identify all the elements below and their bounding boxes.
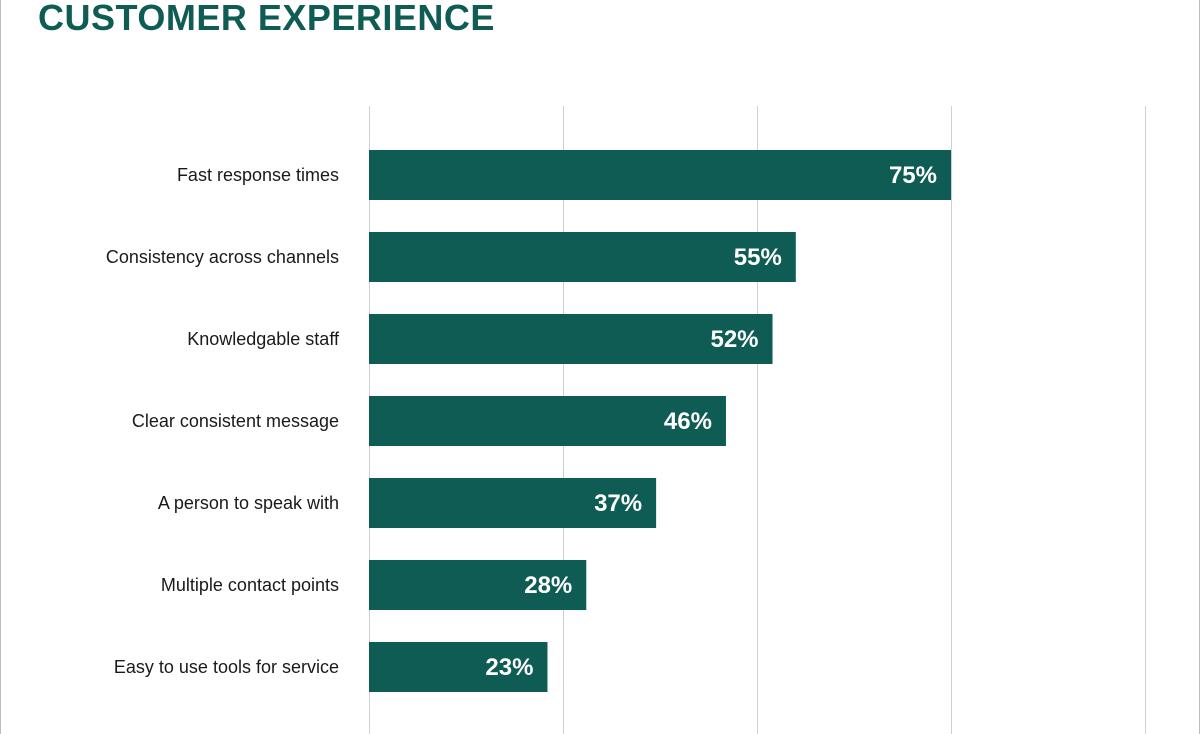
bar-clear-consistent-message xyxy=(369,396,726,446)
bar-layer xyxy=(369,150,951,692)
value-label-knowledgable-staff: 52% xyxy=(710,326,758,353)
value-label-consistency-across-channels: 55% xyxy=(734,244,782,271)
label-layer: 75% Fast response times 55% Consistency acr… xyxy=(106,162,937,681)
value-label-clear-consistent-message: 46% xyxy=(664,408,712,435)
bar-consistency-across-channels xyxy=(369,232,796,282)
bar-multiple-contact-points xyxy=(369,560,587,610)
category-label-multiple-contact-points: Multiple contact points xyxy=(161,575,339,595)
bar-knowledgable-staff xyxy=(369,314,773,364)
value-label-a-person-to-speak-with: 37% xyxy=(594,490,642,517)
value-label-fast-response-times: 75% xyxy=(889,162,937,189)
bar-a-person-to-speak-with xyxy=(369,478,657,528)
category-label-a-person-to-speak-with: A person to speak with xyxy=(158,493,339,513)
bar-fast-response-times xyxy=(369,150,951,200)
chart-title: CUSTOMER EXPERIENCE xyxy=(38,0,495,38)
bar-easy-to-use-tools-for-service xyxy=(369,642,548,692)
category-label-consistency-across-channels: Consistency across channels xyxy=(106,247,339,267)
category-label-clear-consistent-message: Clear consistent message xyxy=(132,411,339,431)
value-label-easy-to-use-tools-for-service: 23% xyxy=(485,654,533,681)
category-label-easy-to-use-tools-for-service: Easy to use tools for service xyxy=(114,657,339,677)
value-label-multiple-contact-points: 28% xyxy=(524,572,572,599)
category-label-knowledgable-staff: Knowledgable staff xyxy=(187,329,340,349)
category-label-fast-response-times: Fast response times xyxy=(177,165,339,185)
